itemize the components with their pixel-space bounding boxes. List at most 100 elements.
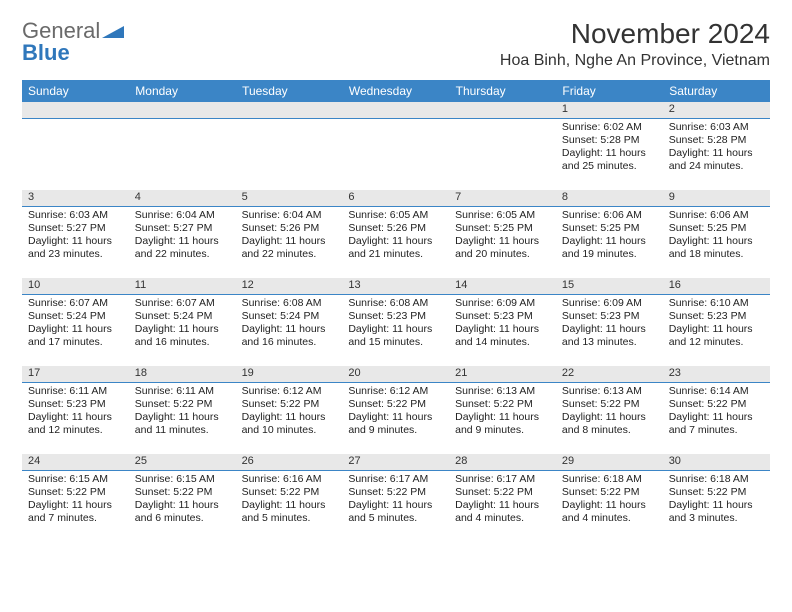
sunset-text: Sunset: 5:22 PM — [669, 486, 764, 499]
day-content-cell: Sunrise: 6:15 AMSunset: 5:22 PMDaylight:… — [22, 470, 129, 542]
day-number-cell: 21 — [449, 366, 556, 382]
sunset-text: Sunset: 5:26 PM — [242, 222, 337, 235]
sunset-text: Sunset: 5:26 PM — [348, 222, 443, 235]
day-number-cell: 18 — [129, 366, 236, 382]
weekday-header: Friday — [556, 80, 663, 102]
day-content-row: Sunrise: 6:02 AMSunset: 5:28 PMDaylight:… — [22, 118, 770, 190]
day-content-cell — [449, 118, 556, 190]
sunrise-text: Sunrise: 6:09 AM — [455, 297, 550, 310]
sunset-text: Sunset: 5:22 PM — [455, 398, 550, 411]
day-content-row: Sunrise: 6:11 AMSunset: 5:23 PMDaylight:… — [22, 382, 770, 454]
day-number-cell: 14 — [449, 278, 556, 294]
daylight-text: Daylight: 11 hours and 4 minutes. — [562, 499, 657, 525]
day-content-cell: Sunrise: 6:15 AMSunset: 5:22 PMDaylight:… — [129, 470, 236, 542]
day-number-row: 24252627282930 — [22, 454, 770, 470]
day-number-cell: 28 — [449, 454, 556, 470]
logo-text-blue: Blue — [22, 40, 70, 65]
day-content-cell: Sunrise: 6:05 AMSunset: 5:26 PMDaylight:… — [342, 206, 449, 278]
daylight-text: Daylight: 11 hours and 5 minutes. — [242, 499, 337, 525]
sunrise-text: Sunrise: 6:07 AM — [28, 297, 123, 310]
daylight-text: Daylight: 11 hours and 11 minutes. — [135, 411, 230, 437]
daylight-text: Daylight: 11 hours and 19 minutes. — [562, 235, 657, 261]
sunrise-text: Sunrise: 6:07 AM — [135, 297, 230, 310]
sunrise-text: Sunrise: 6:15 AM — [28, 473, 123, 486]
sunset-text: Sunset: 5:22 PM — [242, 486, 337, 499]
day-number-cell: 9 — [663, 190, 770, 206]
day-number-cell — [449, 102, 556, 118]
sunrise-text: Sunrise: 6:12 AM — [242, 385, 337, 398]
sunset-text: Sunset: 5:22 PM — [348, 398, 443, 411]
day-number-row: 10111213141516 — [22, 278, 770, 294]
daylight-text: Daylight: 11 hours and 18 minutes. — [669, 235, 764, 261]
day-number-cell: 22 — [556, 366, 663, 382]
day-number-cell: 12 — [236, 278, 343, 294]
day-content-cell: Sunrise: 6:13 AMSunset: 5:22 PMDaylight:… — [556, 382, 663, 454]
sunrise-text: Sunrise: 6:04 AM — [242, 209, 337, 222]
day-content-cell: Sunrise: 6:06 AMSunset: 5:25 PMDaylight:… — [663, 206, 770, 278]
day-content-cell: Sunrise: 6:13 AMSunset: 5:22 PMDaylight:… — [449, 382, 556, 454]
day-content-cell: Sunrise: 6:09 AMSunset: 5:23 PMDaylight:… — [556, 294, 663, 366]
day-number-cell: 20 — [342, 366, 449, 382]
day-number-cell — [236, 102, 343, 118]
sunset-text: Sunset: 5:24 PM — [242, 310, 337, 323]
sunset-text: Sunset: 5:27 PM — [28, 222, 123, 235]
day-number-cell: 13 — [342, 278, 449, 294]
sunrise-text: Sunrise: 6:09 AM — [562, 297, 657, 310]
day-content-cell: Sunrise: 6:16 AMSunset: 5:22 PMDaylight:… — [236, 470, 343, 542]
daylight-text: Daylight: 11 hours and 6 minutes. — [135, 499, 230, 525]
day-number-cell: 15 — [556, 278, 663, 294]
sunrise-text: Sunrise: 6:03 AM — [28, 209, 123, 222]
day-content-cell: Sunrise: 6:06 AMSunset: 5:25 PMDaylight:… — [556, 206, 663, 278]
day-content-cell: Sunrise: 6:03 AMSunset: 5:27 PMDaylight:… — [22, 206, 129, 278]
day-number-cell: 29 — [556, 454, 663, 470]
sunset-text: Sunset: 5:25 PM — [669, 222, 764, 235]
day-content-cell: Sunrise: 6:11 AMSunset: 5:22 PMDaylight:… — [129, 382, 236, 454]
day-number-cell: 25 — [129, 454, 236, 470]
day-number-cell: 30 — [663, 454, 770, 470]
daylight-text: Daylight: 11 hours and 20 minutes. — [455, 235, 550, 261]
calendar-table: Sunday Monday Tuesday Wednesday Thursday… — [22, 80, 770, 542]
day-content-cell: Sunrise: 6:11 AMSunset: 5:23 PMDaylight:… — [22, 382, 129, 454]
daylight-text: Daylight: 11 hours and 17 minutes. — [28, 323, 123, 349]
daylight-text: Daylight: 11 hours and 13 minutes. — [562, 323, 657, 349]
daylight-text: Daylight: 11 hours and 16 minutes. — [242, 323, 337, 349]
daylight-text: Daylight: 11 hours and 12 minutes. — [28, 411, 123, 437]
sunrise-text: Sunrise: 6:18 AM — [669, 473, 764, 486]
day-number-cell: 8 — [556, 190, 663, 206]
day-number-cell: 7 — [449, 190, 556, 206]
day-number-cell: 11 — [129, 278, 236, 294]
day-content-cell: Sunrise: 6:12 AMSunset: 5:22 PMDaylight:… — [236, 382, 343, 454]
day-number-cell: 2 — [663, 102, 770, 118]
sunrise-text: Sunrise: 6:05 AM — [455, 209, 550, 222]
daylight-text: Daylight: 11 hours and 10 minutes. — [242, 411, 337, 437]
sunset-text: Sunset: 5:22 PM — [28, 486, 123, 499]
sunset-text: Sunset: 5:22 PM — [562, 398, 657, 411]
daylight-text: Daylight: 11 hours and 3 minutes. — [669, 499, 764, 525]
day-number-row: 12 — [22, 102, 770, 118]
daylight-text: Daylight: 11 hours and 22 minutes. — [135, 235, 230, 261]
day-content-cell — [236, 118, 343, 190]
weekday-header: Sunday — [22, 80, 129, 102]
sunrise-text: Sunrise: 6:16 AM — [242, 473, 337, 486]
day-number-cell: 4 — [129, 190, 236, 206]
day-number-cell: 1 — [556, 102, 663, 118]
day-content-cell — [342, 118, 449, 190]
day-content-cell — [22, 118, 129, 190]
daylight-text: Daylight: 11 hours and 16 minutes. — [135, 323, 230, 349]
daylight-text: Daylight: 11 hours and 7 minutes. — [669, 411, 764, 437]
weekday-header: Tuesday — [236, 80, 343, 102]
sunset-text: Sunset: 5:24 PM — [135, 310, 230, 323]
sunset-text: Sunset: 5:23 PM — [455, 310, 550, 323]
day-number-cell — [22, 102, 129, 118]
daylight-text: Daylight: 11 hours and 4 minutes. — [455, 499, 550, 525]
daylight-text: Daylight: 11 hours and 22 minutes. — [242, 235, 337, 261]
sunset-text: Sunset: 5:22 PM — [562, 486, 657, 499]
day-content-cell: Sunrise: 6:07 AMSunset: 5:24 PMDaylight:… — [22, 294, 129, 366]
header: General November 2024 Hoa Binh, Nghe An … — [22, 18, 770, 70]
day-number-cell: 27 — [342, 454, 449, 470]
sunrise-text: Sunrise: 6:06 AM — [562, 209, 657, 222]
weekday-header-row: Sunday Monday Tuesday Wednesday Thursday… — [22, 80, 770, 102]
daylight-text: Daylight: 11 hours and 14 minutes. — [455, 323, 550, 349]
sunset-text: Sunset: 5:22 PM — [348, 486, 443, 499]
day-number-row: 17181920212223 — [22, 366, 770, 382]
